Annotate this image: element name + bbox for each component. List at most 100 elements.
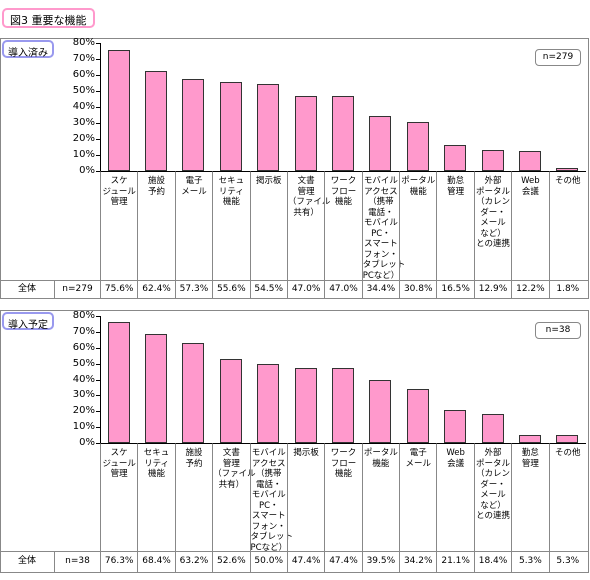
y-tick-label: 10% xyxy=(72,149,95,160)
bar xyxy=(406,388,429,443)
bar xyxy=(332,367,354,443)
category-cell: ポータル 機能 xyxy=(399,171,437,280)
value-cell: 34.2% xyxy=(399,551,436,572)
category-cell: モバイル アクセス （携帯 電話・ モバイル PC・ スマート フォン・ タブレ… xyxy=(361,171,405,281)
value-cell: 62.4% xyxy=(137,280,174,298)
chart-frame xyxy=(0,310,589,573)
category-cell: 電子 メール xyxy=(399,443,437,551)
y-tick-label: 40% xyxy=(72,101,95,112)
y-tick-mark xyxy=(96,443,100,444)
category-cell: 勤怠 管理 xyxy=(436,171,474,280)
y-axis xyxy=(100,316,101,443)
figure-title: 図3 重要な機能 xyxy=(2,8,95,28)
chart-frame xyxy=(0,38,589,299)
bar xyxy=(145,334,168,443)
bar xyxy=(556,434,579,443)
y-tick-mark xyxy=(96,91,100,92)
value-cell: 5.3% xyxy=(548,551,586,572)
bar xyxy=(294,95,317,171)
y-tick-mark xyxy=(96,379,100,381)
value-cell: 47.0% xyxy=(324,280,361,298)
bar xyxy=(481,150,504,171)
y-tick-label: 60% xyxy=(72,69,95,80)
category-cell: 外部 ポータル （カレン ダー・ メール など） との連携 xyxy=(473,171,512,280)
bar xyxy=(107,321,130,443)
bar xyxy=(369,380,392,443)
y-tick-mark xyxy=(96,171,100,172)
bar xyxy=(257,363,280,443)
bar xyxy=(182,342,205,443)
y-tick-mark xyxy=(96,75,100,76)
bar xyxy=(444,409,467,443)
y-tick-label: 10% xyxy=(72,421,95,433)
y-tick-mark xyxy=(96,155,100,156)
category-cell: 外部 ポータル （カレン ダー・ メール など） との連携 xyxy=(473,443,512,551)
value-cell: 12.9% xyxy=(473,280,511,298)
value-cell: 18.4% xyxy=(473,551,511,572)
bar xyxy=(294,367,317,443)
value-cell: 39.5% xyxy=(361,551,399,572)
bar xyxy=(145,71,168,171)
y-tick-label: 0% xyxy=(79,437,95,448)
category-cell: 文書 管理 （ファイル 共有） xyxy=(212,443,256,551)
y-tick-label: 70% xyxy=(72,325,95,337)
y-tick-mark xyxy=(96,395,100,397)
row-n-label: n=279 xyxy=(62,284,93,294)
value-cell: 5.3% xyxy=(511,551,548,572)
y-tick-mark xyxy=(96,316,100,317)
category-cell: ワーク フロー 機能 xyxy=(324,171,362,280)
category-cell: 掲示板 xyxy=(286,443,325,551)
y-tick-mark xyxy=(96,139,100,140)
category-cell: モバイル アクセス （携帯 電話・ モバイル PC・ スマート フォン・ タブレ… xyxy=(249,443,293,553)
bar xyxy=(332,95,354,171)
value-cell: 12.2% xyxy=(511,280,548,298)
category-cell: 施設 予約 xyxy=(174,443,213,551)
value-cell: 30.8% xyxy=(399,280,436,298)
value-cell: 47.4% xyxy=(324,551,361,572)
bar xyxy=(481,413,504,443)
section-label: 導入済み xyxy=(2,40,54,59)
bar xyxy=(219,82,242,171)
y-tick-mark xyxy=(96,59,100,60)
y-tick-label: 70% xyxy=(72,53,95,64)
value-cell: 21.1% xyxy=(436,551,473,572)
n-label: n=38 xyxy=(535,322,581,339)
row-line xyxy=(0,551,589,552)
bar xyxy=(406,121,429,171)
value-cell: 76.3% xyxy=(100,551,137,572)
y-tick-label: 30% xyxy=(72,389,95,401)
category-cell: スケ ジュール 管理 xyxy=(100,443,138,551)
y-axis xyxy=(100,43,101,171)
y-tick-mark xyxy=(96,347,100,349)
row-line xyxy=(0,280,589,281)
value-cell: 75.6% xyxy=(100,280,137,298)
category-cell: セキュ リティ 機能 xyxy=(137,443,175,551)
n-label: n=279 xyxy=(535,49,581,66)
category-cell: Web 会議 xyxy=(511,171,549,280)
bar xyxy=(518,151,541,171)
row-label: 全体 xyxy=(0,280,55,298)
y-tick-label: 60% xyxy=(72,341,95,353)
y-tick-mark xyxy=(96,411,100,413)
bar xyxy=(107,50,130,171)
bar xyxy=(518,434,541,443)
row-n-label: n=38 xyxy=(65,556,90,566)
y-tick-label: 50% xyxy=(72,85,95,96)
bar xyxy=(257,83,280,171)
category-cell: ワーク フロー 機能 xyxy=(324,443,362,551)
category-cell: Web 会議 xyxy=(436,443,474,551)
value-cell: 52.6% xyxy=(212,551,249,572)
value-cell: 57.3% xyxy=(174,280,212,298)
bar xyxy=(369,115,392,171)
section-label: 導入予定 xyxy=(2,312,54,331)
y-tick-label: 50% xyxy=(72,357,95,369)
y-tick-mark xyxy=(96,427,100,429)
category-cell: その他 xyxy=(548,443,586,551)
y-tick-mark xyxy=(96,43,100,44)
category-cell: 電子 メール xyxy=(174,171,213,280)
bar xyxy=(219,359,242,443)
bar xyxy=(182,79,205,171)
category-cell: セキュ リティ 機能 xyxy=(212,171,250,280)
y-tick-label: 0% xyxy=(79,165,95,176)
